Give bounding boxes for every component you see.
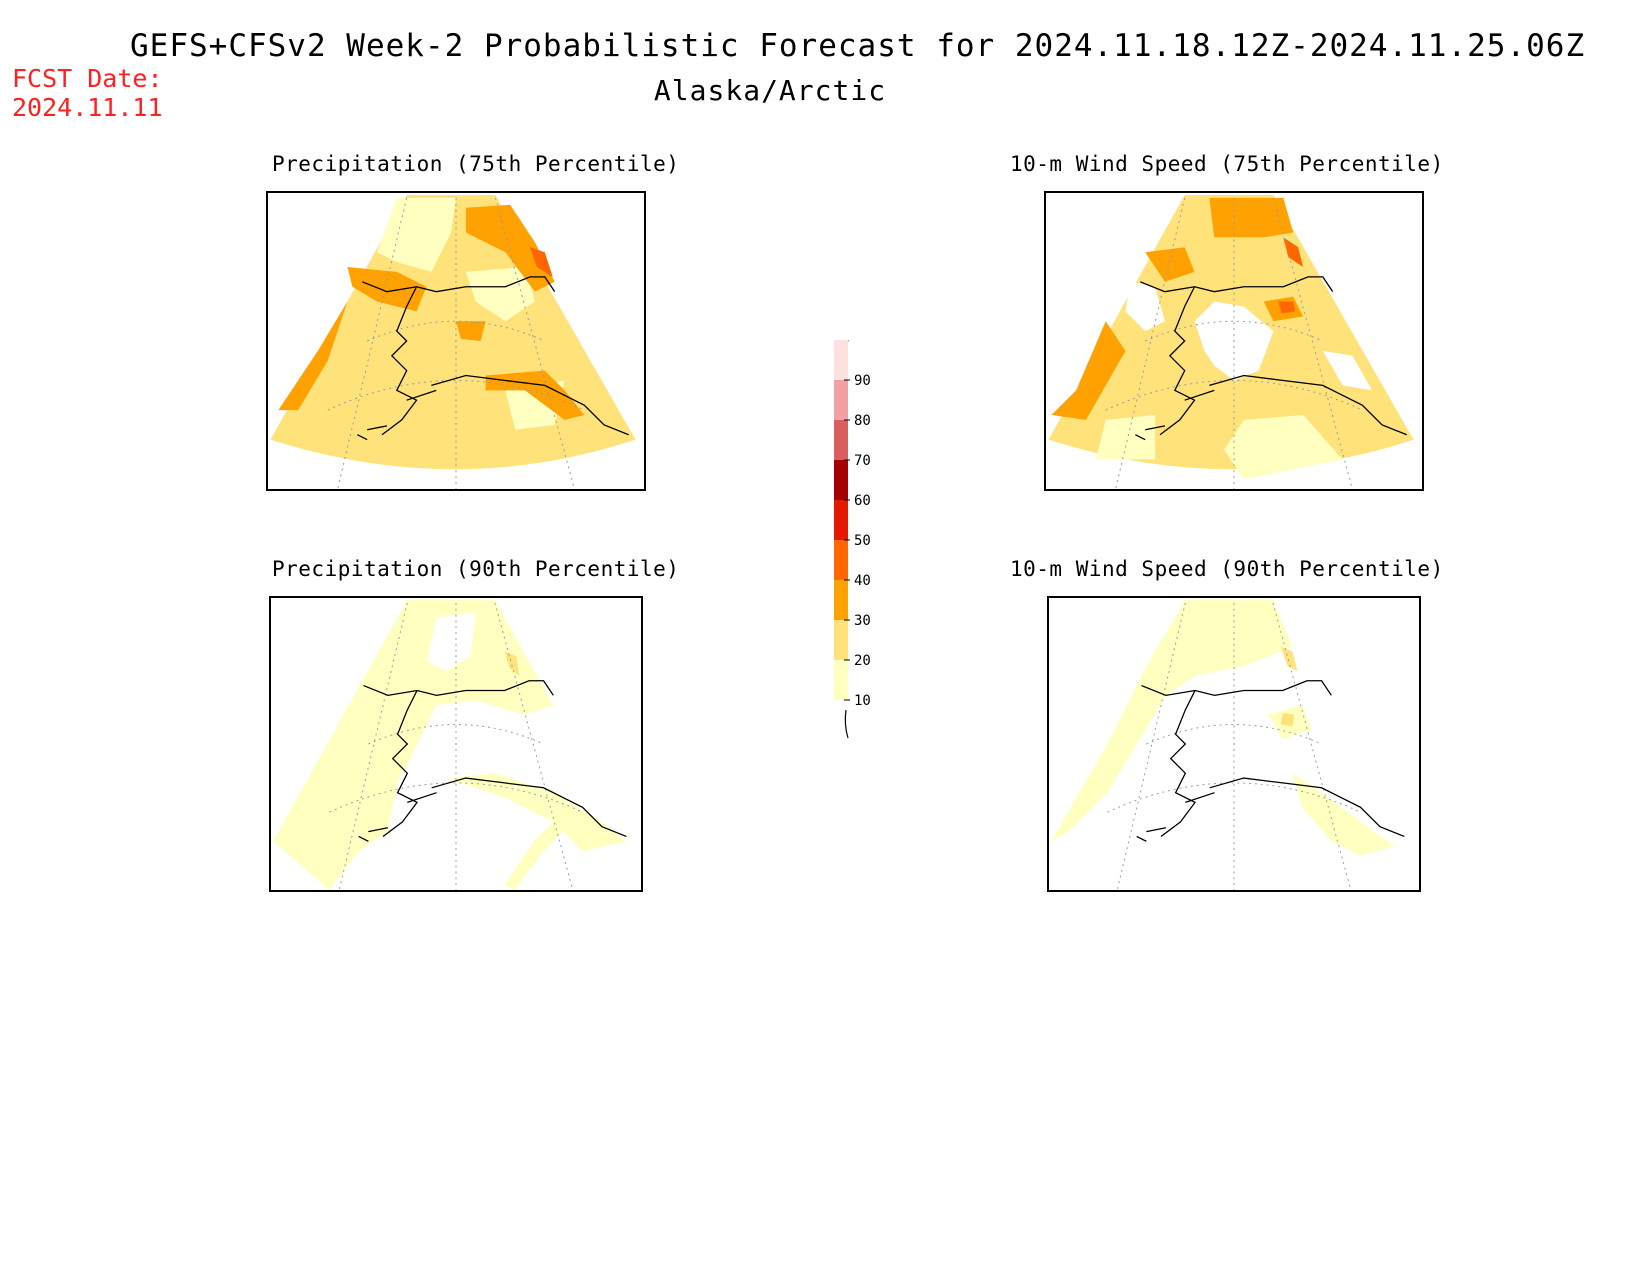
alaska-coastline	[1135, 276, 1407, 441]
domain-fan	[270, 194, 636, 470]
white-patch	[1125, 281, 1165, 332]
legend-label-40: 40	[854, 573, 871, 589]
legend-swatch-80	[834, 380, 848, 420]
map-panel-wind90	[1047, 596, 1421, 892]
legend-swatch-70	[834, 420, 848, 460]
legend-label-30: 30	[854, 613, 871, 629]
orange-patch	[347, 267, 427, 312]
legend-swatch-90	[834, 340, 848, 380]
legend-label-80: 80	[854, 413, 871, 429]
panel-title-wind90: 10-m Wind Speed (90th Percentile)	[1010, 557, 1444, 581]
main-title: GEFS+CFSv2 Week-2 Probabilistic Forecast…	[130, 28, 1586, 64]
legend-label-90: 90	[854, 373, 871, 389]
contour-fill	[1051, 599, 1395, 856]
white-patch	[1322, 350, 1373, 391]
legend-swatch-40	[834, 540, 848, 580]
legend-label-60: 60	[854, 493, 871, 509]
forecast-date-label: FCST Date: 2024.11.11	[12, 64, 163, 122]
light-region	[1292, 773, 1395, 856]
map-panel-precip75	[266, 191, 646, 491]
darkorange-patch	[1278, 301, 1296, 314]
fcst-date-value: 2024.11.11	[12, 93, 163, 122]
legend-label-50: 50	[854, 533, 871, 549]
light-patch	[377, 197, 456, 272]
alaska-coastline	[358, 680, 627, 842]
orange-patch	[465, 204, 555, 292]
light-region	[273, 599, 554, 890]
legend-bracket-bottom	[844, 709, 849, 739]
graticule	[327, 197, 585, 489]
mid-patch	[1280, 646, 1298, 671]
mid-patch	[1280, 712, 1295, 727]
panel-title-precip75: Precipitation (75th Percentile)	[272, 152, 680, 176]
orange-patch	[1051, 321, 1126, 420]
orange-patch	[1145, 247, 1195, 282]
legend-label-70: 70	[854, 453, 871, 469]
light-region	[1051, 599, 1293, 842]
darkorange-patch	[1283, 237, 1304, 267]
orange-patch	[485, 370, 585, 420]
color-legend: 10 20 30 40 50 60 70 80 90	[834, 339, 871, 739]
light-region	[446, 773, 627, 890]
legend-swatch-60	[834, 460, 848, 500]
orange-patch	[456, 321, 486, 341]
legend-swatch-30	[834, 580, 848, 620]
map-panel-wind75	[1044, 191, 1424, 491]
legend-label-20: 20	[854, 653, 871, 669]
legend-swatch-20	[834, 620, 848, 660]
panel-title-wind75: 10-m Wind Speed (75th Percentile)	[1010, 152, 1444, 176]
contour-fill	[273, 599, 627, 890]
light-patch	[1224, 415, 1343, 480]
contour-fill	[270, 194, 636, 470]
light-patch	[1095, 415, 1156, 460]
legend-swatch-10	[834, 660, 848, 700]
panel-title-precip90: Precipitation (90th Percentile)	[272, 557, 680, 581]
legend-label-10: 10	[854, 693, 871, 709]
light-patch	[465, 267, 535, 322]
fcst-date-caption: FCST Date:	[12, 64, 163, 93]
alaska-coastline	[1136, 680, 1405, 842]
alaska-coastline	[357, 276, 629, 441]
darkorange-patch	[530, 247, 553, 277]
map-panel-precip90	[269, 596, 643, 892]
white-patch	[426, 612, 476, 671]
graticule	[1107, 602, 1361, 890]
legend-swatch-50	[834, 500, 848, 540]
light-patch	[504, 651, 520, 676]
contour-fill	[1048, 194, 1414, 480]
region-subtitle: Alaska/Arctic	[653, 74, 887, 107]
graticule	[329, 602, 583, 890]
graticule	[1105, 197, 1363, 489]
orange-patch	[1209, 197, 1294, 238]
